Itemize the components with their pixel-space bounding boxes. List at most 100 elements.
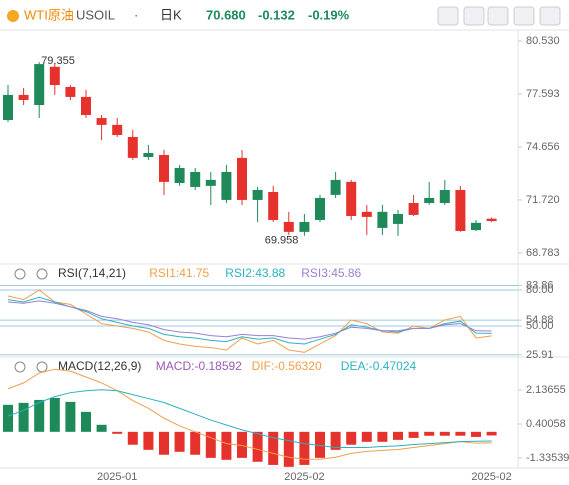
- macd-bar: [174, 431, 185, 452]
- macd-bar: [330, 431, 341, 450]
- macd-bar: [190, 431, 201, 455]
- rsi-line: [7, 289, 492, 353]
- candle-body: [143, 153, 154, 157]
- y-tick-label: 80.00: [526, 284, 554, 296]
- legend-entry: MACD:-0.18592: [156, 359, 242, 373]
- macd-bar: [315, 431, 325, 458]
- instrument-name: WTI原油: [24, 7, 74, 22]
- candle-body: [174, 168, 185, 183]
- candle-body: [221, 171, 232, 200]
- indicator-title: RSI(7,14,21): [58, 266, 126, 280]
- macd-bar: [346, 431, 357, 445]
- candle-body: [268, 191, 279, 220]
- gear-icon[interactable]: [36, 268, 48, 280]
- candle-body: [3, 94, 13, 121]
- macd-bar: [471, 431, 481, 437]
- candle-body: [252, 190, 263, 200]
- candle-body: [330, 179, 341, 195]
- change-pct: -0.19%: [308, 7, 350, 22]
- y-tick-label: 54.88: [526, 314, 554, 326]
- tool-button[interactable]: [437, 6, 459, 26]
- macd-bar: [65, 401, 76, 432]
- macd-bar: [221, 431, 232, 460]
- macd-bar: [299, 431, 310, 465]
- max-annotation: 79.355: [41, 55, 75, 67]
- macd-bar: [49, 397, 60, 432]
- candle-body: [190, 171, 201, 187]
- separator: ·: [134, 7, 138, 22]
- period[interactable]: 日K: [160, 7, 182, 22]
- candle-body: [439, 190, 450, 204]
- logo: [7, 10, 19, 22]
- candle-body: [315, 197, 325, 220]
- candle-body: [65, 86, 76, 97]
- candle-body: [471, 222, 481, 231]
- macd-bar: [377, 431, 388, 442]
- candle-body: [393, 214, 403, 224]
- macd-bar: [408, 431, 419, 438]
- tool-button[interactable]: [513, 6, 535, 26]
- x-tick-label: 2025-02: [471, 471, 511, 483]
- candle-body: [486, 218, 497, 222]
- legend-entry: RSI2:43.88: [225, 266, 285, 280]
- macd-bar: [143, 431, 154, 450]
- candle-body: [159, 155, 169, 182]
- y-tick-label: 0.40058: [526, 418, 566, 430]
- macd-bar: [237, 431, 247, 458]
- tool-button[interactable]: [463, 6, 485, 26]
- legend-entry: RSI1:41.75: [149, 266, 209, 280]
- x-tick-label: 2025-02: [284, 471, 324, 483]
- macd-bar: [127, 431, 138, 445]
- tool-button[interactable]: [539, 6, 561, 26]
- candle-body: [237, 157, 247, 200]
- eye-icon[interactable]: [14, 268, 26, 280]
- candle-body: [34, 64, 45, 106]
- macd-bar: [81, 411, 91, 432]
- candle-body: [205, 179, 216, 186]
- macd-line: [7, 389, 492, 448]
- candle-body: [283, 221, 294, 232]
- y-tick-label: 83.86: [526, 279, 554, 291]
- change: -0.132: [258, 7, 295, 22]
- macd-bar: [252, 431, 263, 462]
- macd-bar: [3, 404, 13, 432]
- y-tick-label: 80.530: [526, 35, 560, 47]
- candle-body: [81, 96, 91, 115]
- y-tick-label: 50.00: [526, 320, 554, 332]
- legend-entry: RSI3:45.86: [301, 266, 361, 280]
- candle-body: [377, 211, 388, 228]
- candle-body: [424, 197, 435, 204]
- eye-icon[interactable]: [14, 361, 26, 373]
- y-tick-label: 2.13655: [526, 384, 566, 396]
- candle-body: [96, 118, 107, 125]
- macd-bar: [112, 431, 123, 434]
- macd-bar: [455, 431, 466, 436]
- legend-entry: DIF:-0.56320: [252, 359, 322, 373]
- x-tick-label: 2025-01: [97, 471, 137, 483]
- candle-body: [18, 94, 29, 100]
- y-tick-label: 25.91: [526, 349, 554, 361]
- macd-bar: [283, 431, 294, 467]
- symbol: USOIL: [76, 7, 115, 22]
- macd-bar: [159, 431, 169, 455]
- y-tick-label: 77.593: [526, 88, 560, 100]
- macd-bar: [439, 431, 450, 436]
- candle-body: [299, 221, 310, 232]
- min-annotation: 69.958: [265, 235, 299, 247]
- y-tick-label: 74.656: [526, 141, 560, 153]
- macd-bar: [18, 402, 29, 432]
- tool-button[interactable]: [487, 6, 509, 26]
- macd-bar: [486, 431, 497, 436]
- macd-bar: [34, 399, 45, 432]
- rsi-line: [7, 300, 492, 340]
- macd-bar: [205, 431, 216, 458]
- legend-entry: DEA:-0.47024: [341, 359, 417, 373]
- indicator-title: MACD(12,26,9): [58, 359, 141, 373]
- y-tick-label: 68.783: [526, 247, 560, 259]
- candle-body: [408, 203, 419, 215]
- macd-bar: [268, 431, 279, 465]
- candle-body: [127, 136, 138, 158]
